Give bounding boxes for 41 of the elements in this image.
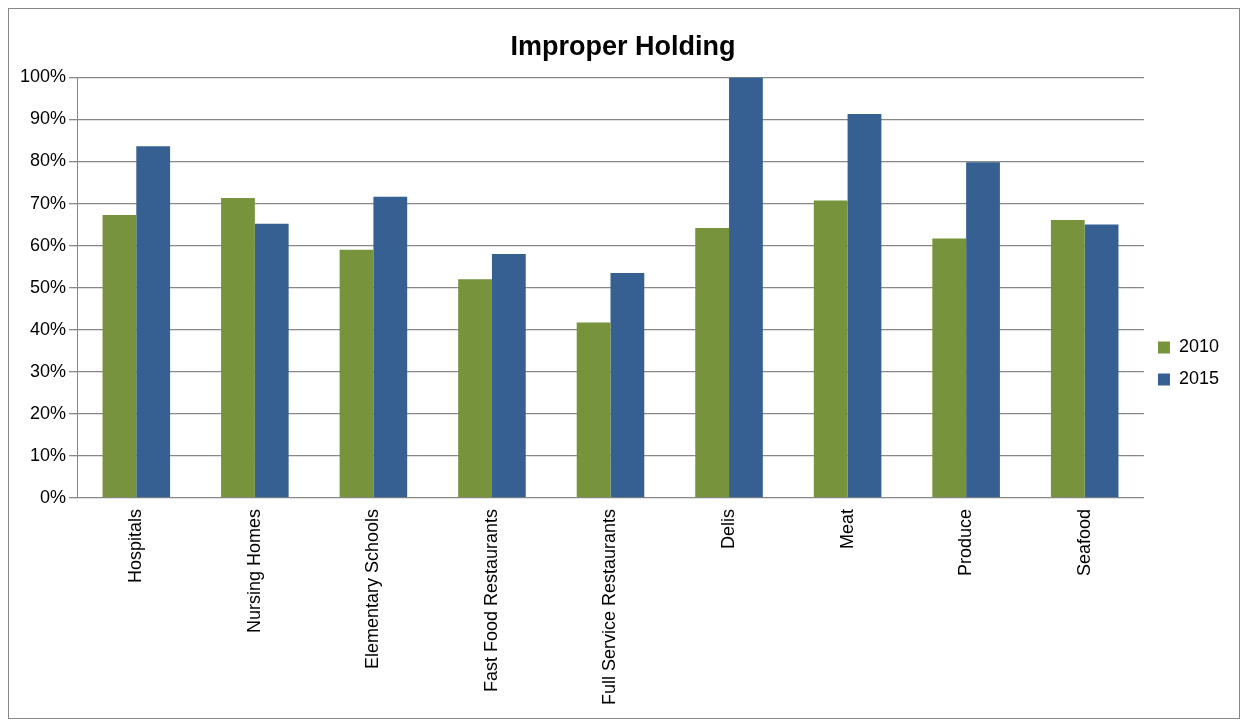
bar: [729, 77, 763, 498]
x-tick-label: Fast Food Restaurants: [480, 508, 501, 693]
bar: [847, 113, 882, 498]
bar: [458, 279, 492, 498]
bar: [576, 322, 611, 498]
bar: [1050, 219, 1085, 498]
bar: [932, 238, 967, 498]
legend-label: 2015: [1178, 368, 1219, 389]
y-tick-label: 50%: [30, 276, 67, 297]
bar: [491, 254, 526, 498]
y-tick-label: 0%: [40, 486, 67, 507]
x-tick-label: Hospitals: [125, 508, 146, 583]
bar: [102, 214, 137, 498]
y-tick-label: 40%: [30, 318, 67, 339]
x-tick-label: Produce: [955, 508, 976, 576]
bar: [966, 162, 1000, 498]
bar: [610, 272, 645, 498]
y-tick-label: 100%: [19, 66, 67, 87]
bar: [695, 227, 730, 498]
bar: [136, 146, 171, 498]
bar: [373, 196, 408, 498]
x-tick-label: Nursing Homes: [243, 508, 264, 633]
y-tick-label: 70%: [30, 192, 67, 213]
x-tick-label: Full Service Restaurants: [599, 508, 620, 705]
x-tick-label: Seafood: [1073, 508, 1094, 576]
chart-title: Improper Holding: [510, 30, 736, 61]
x-tick-label: Delis: [718, 508, 739, 549]
x-tick-label: Elementary Schools: [362, 508, 383, 669]
y-tick-label: 30%: [30, 360, 67, 381]
bar: [339, 249, 374, 498]
y-tick-label: 90%: [30, 108, 67, 129]
y-tick-label: 80%: [30, 150, 67, 171]
y-tick-label: 10%: [30, 444, 67, 465]
y-tick-label: 60%: [30, 234, 67, 255]
x-tick-label: Meat: [836, 508, 857, 549]
legend-label: 2010: [1178, 336, 1219, 357]
bar: [221, 198, 255, 498]
bar: [1084, 224, 1119, 498]
y-tick-label: 20%: [30, 402, 67, 423]
bar: [254, 223, 289, 498]
bar: [813, 200, 848, 498]
